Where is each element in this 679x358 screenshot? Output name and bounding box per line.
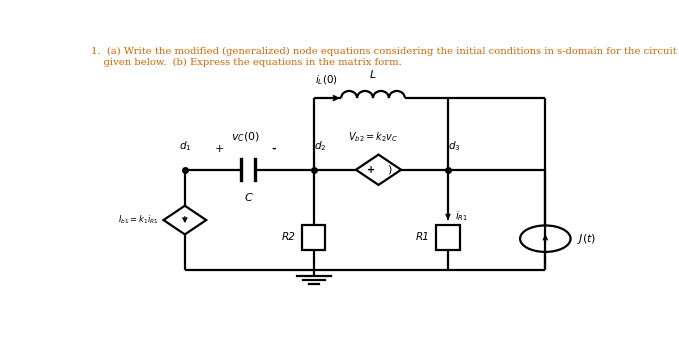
Text: C: C — [244, 193, 252, 203]
Text: $i_{R1}$: $i_{R1}$ — [456, 209, 469, 223]
Text: $i_L(0)$: $i_L(0)$ — [316, 73, 338, 87]
Text: R2: R2 — [282, 232, 296, 242]
Text: $d_1$: $d_1$ — [179, 139, 191, 153]
Text: L: L — [370, 70, 376, 80]
Text: ): ) — [387, 165, 391, 175]
Text: given below.  (b) Express the equations in the matrix form.: given below. (b) Express the equations i… — [91, 58, 402, 67]
Text: R1: R1 — [416, 232, 430, 242]
Text: $d_2$: $d_2$ — [314, 139, 327, 153]
Text: $d_3$: $d_3$ — [448, 139, 460, 153]
Text: -: - — [271, 144, 276, 154]
Text: $J(t)$: $J(t)$ — [577, 232, 596, 246]
Text: $V_{b2}=k_2v_C$: $V_{b2}=k_2v_C$ — [348, 130, 399, 144]
Text: 1.  (a) Write the modified (generalized) node equations considering the initial : 1. (a) Write the modified (generalized) … — [91, 47, 677, 56]
Text: $v_C(0)$: $v_C(0)$ — [231, 130, 260, 144]
Text: +: + — [215, 144, 224, 154]
Text: +: + — [367, 165, 375, 175]
Bar — [302, 225, 325, 250]
Text: $I_{b1}=k_1 i_{R1}$: $I_{b1}=k_1 i_{R1}$ — [119, 214, 160, 226]
Bar — [437, 225, 460, 250]
